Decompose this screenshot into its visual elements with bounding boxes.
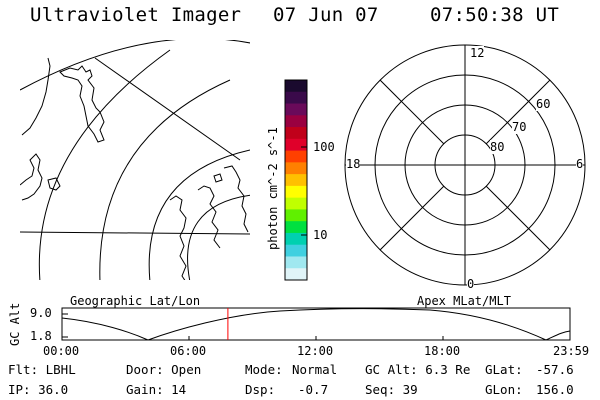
altitude-plot (61, 307, 571, 341)
colorbar-band (285, 103, 307, 116)
coastline (169, 195, 187, 280)
mlt-label-18: 18 (346, 157, 361, 171)
polar-diagonal (379, 185, 445, 251)
seq-readout: Seq: 39 (365, 382, 418, 397)
coastline (197, 185, 221, 249)
geographic-panel-label: Geographic Lat/Lon (70, 294, 201, 308)
polar-diagonal (485, 185, 551, 251)
polar-diagonal (485, 79, 551, 145)
colorbar-band (285, 185, 307, 199)
colorbar-band (285, 138, 307, 152)
longitude-line (20, 231, 250, 235)
glat-value: -57.6 (536, 362, 574, 377)
lat-label-60: 60 (536, 97, 551, 111)
glat-label: GLat: (485, 362, 523, 377)
coastline (20, 153, 43, 201)
altitude-curve (61, 308, 571, 341)
colorbar-tick-label-100: 100 (313, 140, 335, 154)
gain-readout: Gain: 14 (126, 382, 187, 397)
colorbar-band (285, 209, 307, 222)
apex-panel-label: Apex MLat/MLT (417, 294, 511, 308)
colorbar-band (285, 256, 307, 269)
altitude-xtick-label-4: 23:59 (553, 344, 590, 358)
altitude-xtick-label-0: 00:00 (43, 344, 80, 358)
polar-plot (344, 44, 586, 286)
colorbar-band (285, 197, 307, 210)
time-readout: 07:50:38 UT (430, 4, 560, 26)
coastline (47, 177, 61, 191)
ip-readout: IP: 36.0 (8, 382, 69, 397)
coastline (21, 57, 51, 136)
coastline (59, 65, 105, 143)
mode-label: Mode: (245, 362, 283, 377)
coastline (213, 173, 223, 183)
colorbar-band (285, 221, 307, 234)
lat-label-70: 70 (512, 120, 527, 134)
glon-label: GLon: (485, 382, 523, 397)
latitude-arc (148, 149, 250, 280)
colorbar-tick-label-10: 10 (313, 228, 328, 242)
colorbar-band (285, 174, 307, 187)
date-readout: 07 Jun 07 (273, 4, 379, 26)
lat-label-80: 80 (490, 140, 505, 154)
page-title: Ultraviolet Imager (30, 4, 242, 26)
altitude-ylabel: GC Alt (8, 302, 22, 346)
colorbar-band (285, 232, 307, 246)
gc-alt-readout: GC Alt: 6.3 Re (365, 362, 471, 377)
coastline (223, 165, 249, 233)
altitude-xtick-label-2: 12:00 (297, 344, 334, 358)
latitude-arc (187, 194, 250, 280)
altitude-ytick-label-bottom: 1.8 (30, 329, 52, 343)
altitude-xtick-label-1: 06:00 (170, 344, 207, 358)
latitude-arc (20, 40, 250, 91)
altitude-ytick-label-top: 9.0 (30, 306, 52, 320)
altitude-xtick-label-3: 18:00 (424, 344, 461, 358)
colorbar-band (285, 127, 307, 140)
colorbar-band (285, 162, 307, 175)
colorbar-band (285, 268, 307, 281)
dsp-value: -0.7 (298, 382, 329, 397)
latitude-arc (38, 49, 171, 280)
polar-diagonal (379, 79, 445, 145)
colorbar-band (285, 91, 307, 105)
door-readout: Door: Open (126, 362, 202, 377)
colorbar (284, 79, 308, 281)
colorbar-band (285, 80, 307, 93)
mlt-label-6: 6 (576, 157, 584, 171)
mlt-label-0: 0 (467, 277, 475, 291)
glon-value: 156.0 (536, 382, 574, 397)
colorbar-band (285, 115, 307, 128)
longitude-line (94, 57, 241, 161)
altitude-plot-frame (61, 307, 571, 341)
colorbar-band (285, 150, 307, 163)
filter-readout: Flt: LBHL (8, 362, 76, 377)
latitude-arc (99, 79, 231, 280)
dsp-label: Dsp: (245, 382, 276, 397)
colorbar-band (285, 244, 307, 257)
colorbar-unit-label: photon cm^-2 s^-1 (266, 127, 280, 250)
mode-value: Normal (292, 362, 338, 377)
mlt-label-12: 12 (470, 46, 485, 60)
